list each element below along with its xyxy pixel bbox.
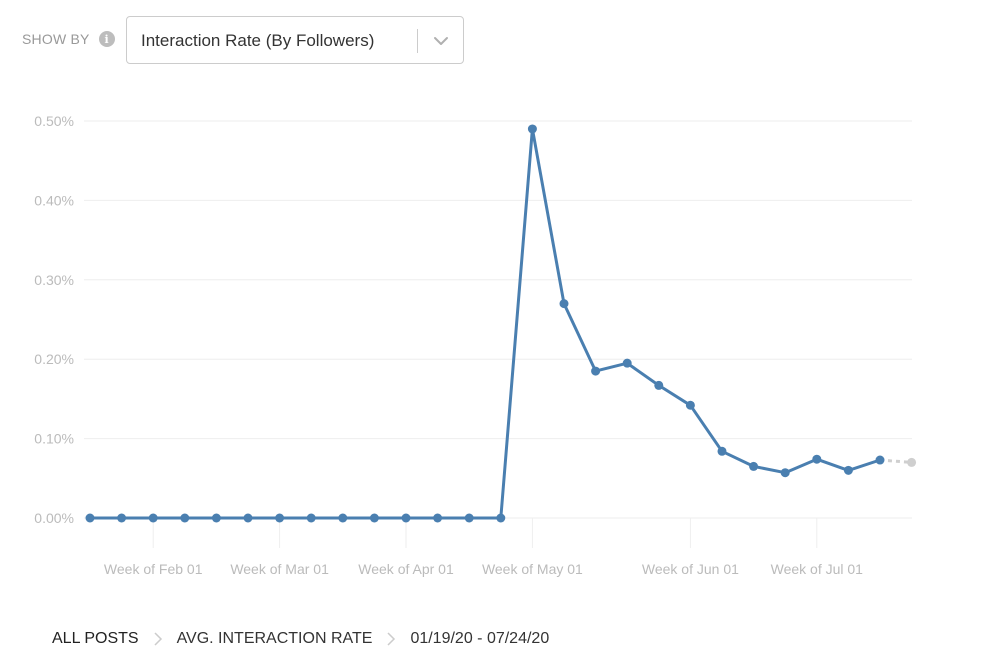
x-tick-label: Week of May 01 — [482, 561, 583, 577]
projected-line — [879, 458, 912, 464]
data-point — [780, 468, 790, 478]
x-tick-label: Week of Jun 01 — [642, 561, 739, 577]
data-point — [654, 380, 664, 390]
data-point — [243, 513, 253, 523]
x-tick-label: Week of Mar 01 — [230, 561, 329, 577]
projected-point — [907, 457, 917, 467]
data-point — [496, 513, 506, 523]
data-point — [685, 400, 695, 410]
chevron-right-icon — [154, 632, 162, 646]
data-point — [749, 461, 759, 471]
y-tick-label: 0.00% — [34, 510, 74, 526]
data-point — [843, 465, 853, 475]
data-point — [338, 513, 348, 523]
data-point — [117, 513, 127, 523]
x-tick-label: Week of Feb 01 — [104, 561, 203, 577]
data-point — [85, 513, 95, 523]
metric-select[interactable]: Interaction Rate (By Followers) — [126, 16, 464, 64]
data-point — [875, 455, 885, 465]
metric-select-value: Interaction Rate (By Followers) — [141, 31, 375, 50]
data-point — [559, 299, 569, 309]
data-point — [717, 446, 727, 456]
breadcrumb-metric: AVG. INTERACTION RATE — [176, 630, 373, 647]
data-point — [812, 454, 822, 464]
chevron-right-icon — [387, 632, 396, 646]
y-tick-label: 0.50% — [34, 113, 74, 129]
data-point — [622, 358, 632, 368]
x-tick-label: Week of Jul 01 — [771, 561, 864, 577]
y-tick-label: 0.10% — [34, 431, 74, 447]
data-point — [464, 513, 474, 523]
show-by-label: SHOW BY — [22, 31, 90, 47]
data-point — [148, 513, 158, 523]
y-tick-label: 0.30% — [34, 272, 74, 288]
breadcrumb: ALL POSTS AVG. INTERACTION RATE 01/19/20… — [52, 630, 549, 648]
y-tick-label: 0.40% — [34, 192, 74, 208]
data-point — [211, 513, 221, 523]
x-tick-label: Week of Apr 01 — [358, 561, 454, 577]
breadcrumb-date-range: 01/19/20 - 07/24/20 — [410, 630, 550, 647]
breadcrumb-all-posts[interactable]: ALL POSTS — [52, 630, 139, 647]
data-point — [591, 366, 601, 376]
info-icon[interactable]: i — [98, 31, 115, 47]
series-line — [88, 127, 882, 520]
select-divider — [417, 29, 418, 53]
data-point — [369, 513, 379, 523]
data-point — [180, 513, 190, 523]
data-point — [433, 513, 443, 523]
data-point — [306, 513, 316, 523]
show-by-control: SHOW BY i — [22, 31, 115, 47]
data-point — [275, 513, 285, 523]
interaction-rate-chart: 0.50% 0.40% 0.30% 0.20% 0.10% 0.00% Week of Fe… — [34, 113, 917, 577]
chevron-down-icon[interactable] — [427, 29, 455, 53]
data-point — [527, 124, 537, 134]
data-point — [401, 513, 411, 523]
y-tick-label: 0.20% — [34, 351, 74, 367]
